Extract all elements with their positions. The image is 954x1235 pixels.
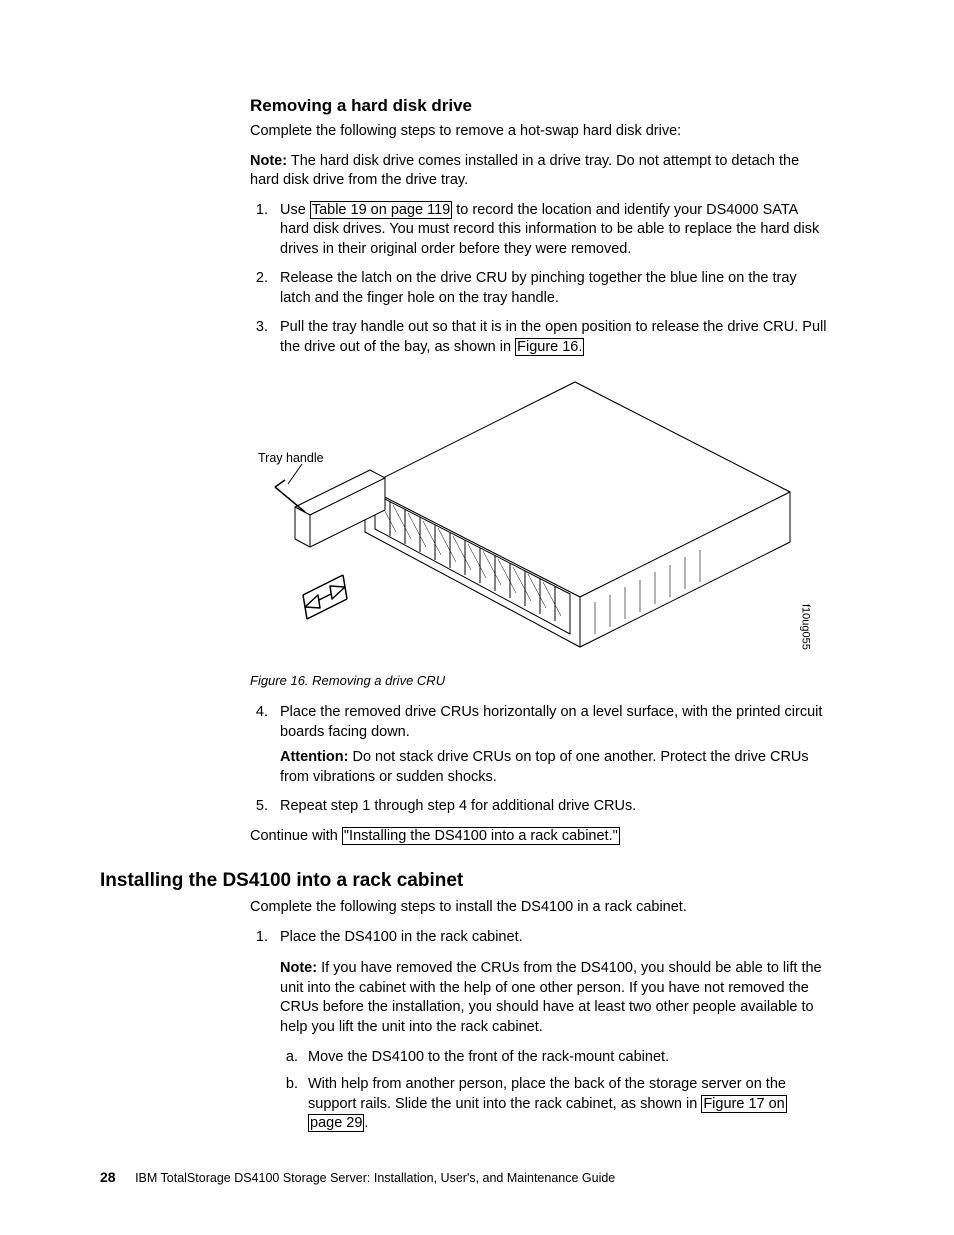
tray-handle-label: Tray handle — [258, 450, 324, 467]
step1-text-a: Use — [280, 202, 310, 218]
xref-figure17a[interactable]: Figure 17 on — [701, 1095, 786, 1113]
procedure-list-1: Use Table 19 on page 119 to record the l… — [250, 201, 830, 358]
intro-removing: Complete the following steps to remove a… — [250, 122, 830, 142]
attention-block: Attention: Do not stack drive CRUs on to… — [280, 748, 830, 787]
sub-step-b: With help from another person, place the… — [302, 1075, 830, 1134]
attention-label: Attention: — [280, 749, 348, 765]
step-4: Place the removed drive CRUs horizontall… — [272, 703, 830, 787]
note-body-2: If you have removed the CRUs from the DS… — [280, 960, 822, 1035]
install-step-1: Place the DS4100 in the rack cabinet. No… — [272, 928, 830, 1134]
procedure-list-2: Place the DS4100 in the rack cabinet. No… — [250, 928, 830, 1134]
content-column: Removing a hard disk drive Complete the … — [250, 95, 830, 846]
heading-removing-hdd: Removing a hard disk drive — [250, 95, 830, 118]
attention-body: Do not stack drive CRUs on top of one an… — [280, 749, 809, 785]
note-body: The hard disk drive comes installed in a… — [250, 153, 799, 189]
step4-text: Place the removed drive CRUs horizontall… — [280, 704, 822, 740]
figure-16: Tray handle f10ug055 — [250, 372, 830, 662]
content-column-2: Complete the following steps to install … — [250, 898, 830, 1134]
figure-caption: Figure 16. Removing a drive CRU — [250, 672, 830, 690]
step-3: Pull the tray handle out so that it is i… — [272, 318, 830, 357]
footer-title: IBM TotalStorage DS4100 Storage Server: … — [135, 1171, 615, 1185]
chassis-illustration — [250, 372, 830, 662]
intro-installing: Complete the following steps to install … — [250, 898, 830, 918]
figure-id-label: f10ug055 — [798, 604, 813, 650]
note-block-1: Note: The hard disk drive comes installe… — [250, 152, 830, 191]
sub-step-a: Move the DS4100 to the front of the rack… — [302, 1048, 830, 1068]
continue-line: Continue with "Installing the DS4100 int… — [250, 827, 830, 847]
install-step1-text: Place the DS4100 in the rack cabinet. — [280, 929, 523, 945]
note-block-2: Note: If you have removed the CRUs from … — [280, 959, 830, 1037]
step-5: Repeat step 1 through step 4 for additio… — [272, 797, 830, 817]
xref-installing[interactable]: "Installing the DS4100 into a rack cabin… — [342, 827, 620, 845]
xref-figure17b[interactable]: page 29 — [308, 1114, 364, 1132]
xref-figure16[interactable]: Figure 16. — [515, 338, 584, 356]
continue-text: Continue with — [250, 828, 342, 844]
page-footer: 28 IBM TotalStorage DS4100 Storage Serve… — [100, 1168, 615, 1187]
note-label: Note: — [250, 153, 287, 169]
sub-steps: Move the DS4100 to the front of the rack… — [280, 1048, 830, 1134]
heading-installing: Installing the DS4100 into a rack cabine… — [100, 868, 839, 894]
page-number: 28 — [100, 1169, 116, 1185]
step-1: Use Table 19 on page 119 to record the l… — [272, 201, 830, 260]
procedure-list-1b: Place the removed drive CRUs horizontall… — [250, 703, 830, 817]
period: . — [364, 1115, 368, 1131]
step-2: Release the latch on the drive CRU by pi… — [272, 269, 830, 308]
xref-table19[interactable]: Table 19 on page 119 — [310, 201, 452, 219]
note-label-2: Note: — [280, 960, 317, 976]
page-container: Removing a hard disk drive Complete the … — [0, 0, 954, 1235]
